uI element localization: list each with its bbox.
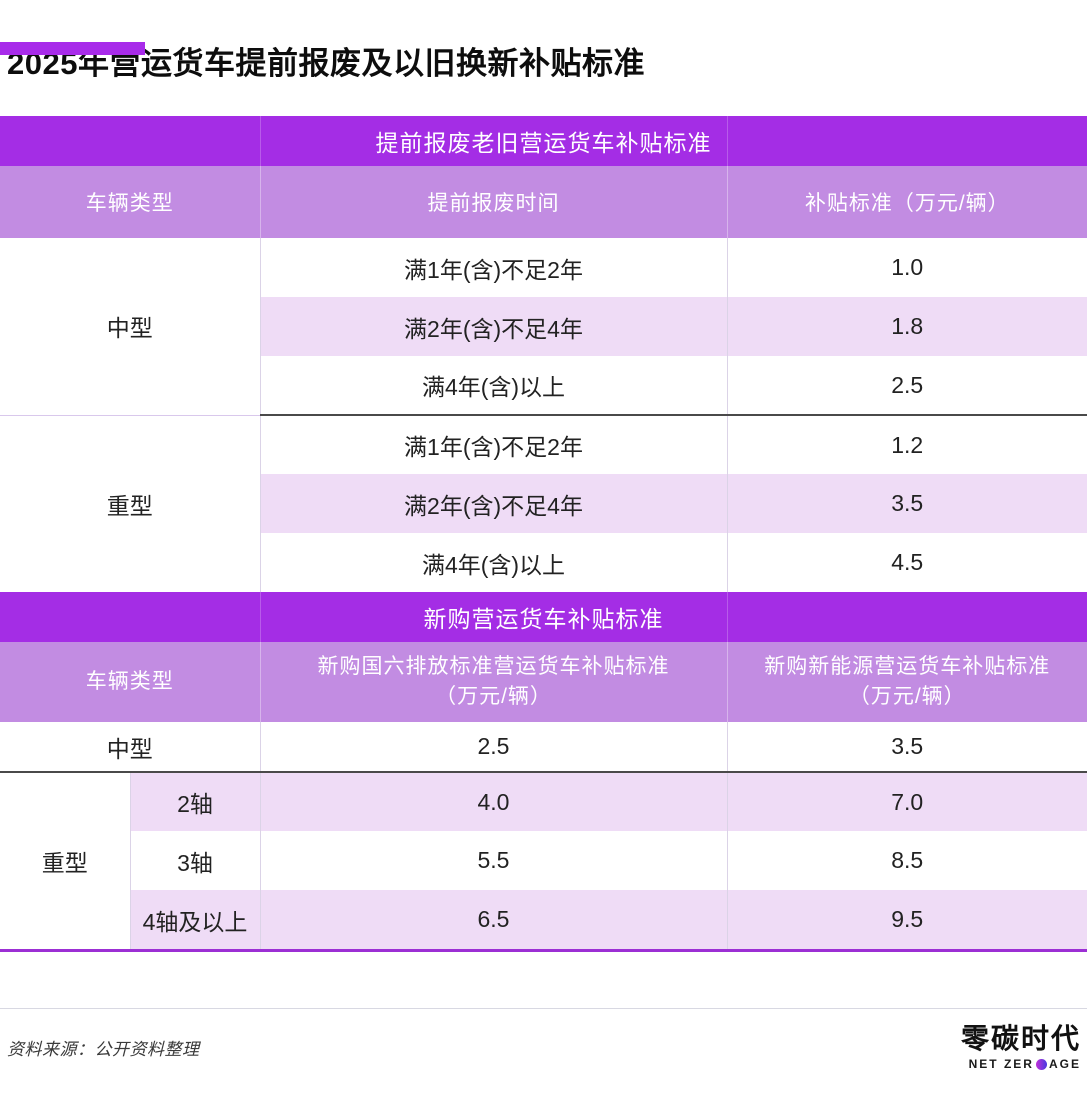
table1-col-scrap-time: 提前报废时间 xyxy=(259,166,727,238)
table1-header: 提前报废老旧营运货车补贴标准 xyxy=(0,116,1087,166)
subsidy-value-cell: 4.5 xyxy=(726,533,1087,592)
nev-subsidy-cell: 9.5 xyxy=(726,890,1087,949)
nev-subsidy-cell: 3.5 xyxy=(726,722,1087,772)
table2-column-header-row: 车辆类型 新购国六排放标准营运货车补贴标准 （万元/辆） 新购新能源营运货车补贴… xyxy=(0,642,1087,722)
table1-col-subsidy: 补贴标准（万元/辆） xyxy=(726,166,1087,238)
table-row: 满4年(含)以上 4.5 xyxy=(0,533,1087,592)
table2-group-header-row: 新购营运货车补贴标准 xyxy=(0,592,1087,642)
vehicle-type-medium: 中型 xyxy=(0,238,260,415)
scrappage-subsidy-table: 提前报废老旧营运货车补贴标准 车辆类型 提前报废时间 补贴标准（万元/辆） 中型… xyxy=(0,116,1087,592)
col-header-line1: 新购国六排放标准营运货车补贴标准 xyxy=(317,655,670,678)
guo6-subsidy-cell: 5.5 xyxy=(259,831,727,890)
table1-column-header-row: 车辆类型 提前报废时间 补贴标准（万元/辆） xyxy=(0,166,1087,238)
table-row: 重型 2轴 4.0 7.0 xyxy=(0,771,1087,949)
brand-logo: 零碳时代 NET ZER AGE xyxy=(961,1023,1081,1071)
vehicle-type-heavy: 重型 xyxy=(0,414,260,592)
subsidy-value-cell: 1.8 xyxy=(726,297,1087,356)
table-row: 中型 2.5 3.5 xyxy=(0,722,1087,772)
col-header-line1: 新购新能源营运货车补贴标准 xyxy=(764,655,1051,678)
subsidy-value-cell: 1.0 xyxy=(726,238,1087,297)
table1-col-vehicle-type: 车辆类型 xyxy=(0,166,260,238)
table-row: 中型 满1年(含)不足2年 1.0 xyxy=(0,238,1087,415)
table-row: 4轴及以上 6.5 9.5 xyxy=(0,890,1087,949)
table2-col-guo6-subsidy: 新购国六排放标准营运货车补贴标准 （万元/辆） xyxy=(259,642,727,722)
scrap-period-cell: 满4年(含)以上 xyxy=(259,356,727,415)
new-purchase-subsidy-table: 新购营运货车补贴标准 车辆类型 新购国六排放标准营运货车补贴标准 （万元/辆） … xyxy=(0,592,1087,949)
brand-en-suffix: AGE xyxy=(1048,1057,1081,1071)
nev-subsidy-cell: 7.0 xyxy=(726,771,1087,831)
table2-col-nev-subsidy: 新购新能源营运货车补贴标准 （万元/辆） xyxy=(726,642,1087,722)
guo6-subsidy-cell: 4.0 xyxy=(259,771,727,831)
vehicle-type-heavy: 重型 xyxy=(0,771,130,949)
scrap-period-cell: 满4年(含)以上 xyxy=(259,533,727,592)
table-row: 满4年(含)以上 2.5 xyxy=(0,356,1087,415)
table-row: 3轴 5.5 8.5 xyxy=(0,831,1087,890)
table2-col-vehicle-type: 车辆类型 xyxy=(0,642,260,722)
guo6-subsidy-cell: 6.5 xyxy=(259,890,727,949)
nev-subsidy-cell: 8.5 xyxy=(726,831,1087,890)
subsidy-value-cell: 2.5 xyxy=(726,356,1087,415)
accent-bar xyxy=(0,42,145,55)
brand-name-en: NET ZER AGE xyxy=(961,1057,1081,1071)
vehicle-type-medium: 中型 xyxy=(0,722,260,772)
scrap-period-cell: 满1年(含)不足2年 xyxy=(259,414,727,474)
scrap-period-cell: 满2年(含)不足4年 xyxy=(259,297,727,356)
guo6-subsidy-cell: 2.5 xyxy=(259,722,727,772)
footer: 资料来源：公开资料整理 零碳时代 NET ZER AGE xyxy=(0,1023,1087,1071)
source-note: 资料来源：公开资料整理 xyxy=(7,1039,200,1059)
axle-count-cell: 4轴及以上 xyxy=(129,890,260,949)
subsidy-value-cell: 1.2 xyxy=(726,414,1087,474)
footer-divider xyxy=(0,1008,1087,1009)
table-bottom-rule xyxy=(0,949,1087,952)
zero-dot-icon xyxy=(1035,1058,1047,1070)
table2-header: 新购营运货车补贴标准 xyxy=(0,592,1087,642)
page-title: 2025年营运货车提前报废及以旧换新补贴标准 xyxy=(7,46,645,81)
scrap-period-cell: 满2年(含)不足4年 xyxy=(259,474,727,533)
table-row: 满2年(含)不足4年 1.8 xyxy=(0,297,1087,356)
brand-name-cn: 零碳时代 xyxy=(960,1023,1081,1054)
table1-group-header-row: 提前报废老旧营运货车补贴标准 xyxy=(0,116,1087,166)
col-header-line2: （万元/辆） xyxy=(848,685,966,708)
brand-en-prefix: NET ZER xyxy=(968,1057,1034,1071)
axle-count-cell: 2轴 xyxy=(129,771,260,831)
table-row: 满2年(含)不足4年 3.5 xyxy=(0,474,1087,533)
table-row: 重型 满1年(含)不足2年 1.2 xyxy=(0,414,1087,592)
col-header-line2: （万元/辆） xyxy=(435,685,552,708)
axle-count-cell: 3轴 xyxy=(129,831,260,890)
scrap-period-cell: 满1年(含)不足2年 xyxy=(259,238,727,297)
subsidy-value-cell: 3.5 xyxy=(726,474,1087,533)
